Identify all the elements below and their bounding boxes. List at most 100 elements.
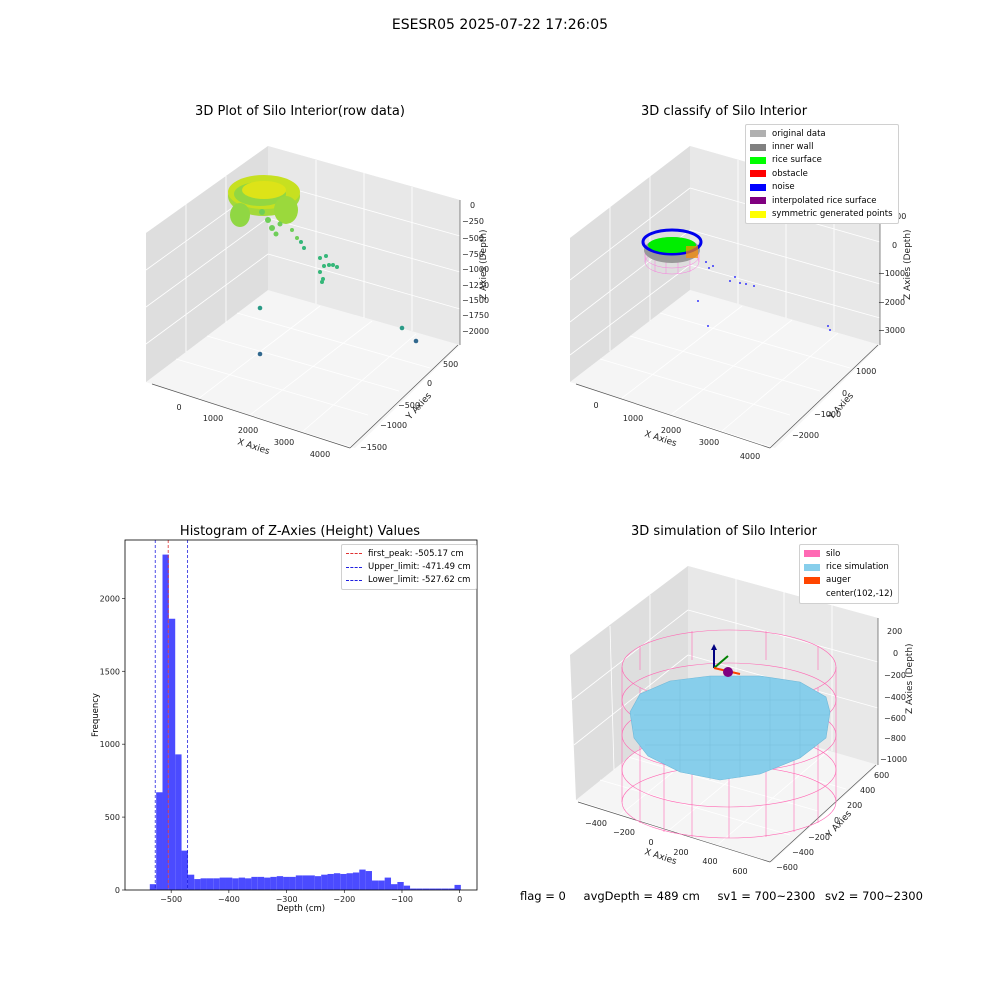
plot4-xtick: 400 (702, 857, 717, 866)
histogram-y-tick-label: 1500 (100, 667, 120, 676)
plot4-ytick: −600 (776, 863, 798, 872)
histogram-legend: first_peak: -505.17 cm Upper_limit: -471… (341, 544, 477, 591)
legend-label: obstacle (772, 168, 808, 179)
plot4-ylabel: Y Axies (824, 809, 854, 841)
histogram-xlabel: Depth (cm) (277, 904, 325, 914)
histogram-bar (448, 888, 455, 890)
histogram-x-tick-label: −500 (160, 895, 182, 904)
legend-label: first_peak: -505.17 cm (368, 548, 464, 559)
legend-label: original data (772, 128, 826, 139)
plot4-xtick: −400 (585, 819, 607, 828)
plot2-xtick: 2000 (661, 426, 681, 435)
histogram-bar (168, 618, 176, 890)
histogram-bar (435, 888, 442, 890)
plot1-xlabel: X Axies (236, 437, 271, 457)
legend-swatch (804, 563, 820, 571)
plot1-ytick: 500 (443, 360, 458, 369)
histogram-y-tick-label: 500 (105, 813, 120, 822)
legend-entry: obstacle (750, 167, 893, 180)
plot1-ztick: 0 (470, 201, 475, 210)
plot4-ztick: −600 (884, 714, 906, 723)
plot1-ztick: −500 (462, 234, 484, 243)
plot1-ytick: 0 (427, 379, 432, 388)
histogram-bar (232, 878, 239, 890)
plot2-ztick: −3000 (878, 326, 905, 335)
histogram-bar (270, 876, 277, 891)
plot1-ytick: −1500 (360, 443, 387, 452)
histogram-bar (321, 874, 328, 890)
plot4-legend: silo rice simulation auger center(102,-1… (799, 544, 899, 604)
plot2-ytick: −1000 (814, 410, 841, 419)
histogram-bar (333, 873, 341, 890)
plot1-ztick: −1250 (462, 281, 489, 290)
plot1-ztick: −1750 (462, 311, 489, 320)
legend-label: Lower_limit: -527.62 cm (368, 575, 471, 586)
histogram-x-tick-label: −300 (276, 895, 298, 904)
legend-label: interpolated rice surface (772, 195, 877, 206)
histogram-bar (391, 884, 398, 890)
histogram-bar (346, 873, 353, 890)
legend-entry: inner wall (750, 140, 893, 153)
histogram-bar (264, 877, 271, 890)
plot4-ztick: −400 (884, 693, 906, 702)
histogram-bar (200, 878, 207, 890)
histogram-bar (187, 874, 195, 890)
plot4-xtick: 0 (648, 838, 653, 847)
histogram-bar (289, 876, 296, 891)
histogram-ylabel: Frequency (91, 693, 101, 737)
plot1-ytick: −500 (398, 401, 420, 410)
plot2-legend: original data inner wall rice surface ob… (745, 124, 899, 224)
legend-entry: noise (750, 181, 893, 194)
histogram-bar (181, 850, 188, 891)
status-flag: flag = 0 (520, 889, 566, 903)
legend-label: rice surface (772, 155, 822, 166)
plot4-xtick: 200 (673, 848, 688, 857)
histogram-bar (175, 754, 182, 891)
plot2-zlabel: Z Axies (Depth) (903, 229, 913, 300)
plot4-title: 3D simulation of Silo Interior (631, 524, 817, 539)
plot2-ztick: −2000 (878, 298, 905, 307)
plot1-xtick: 1000 (203, 414, 223, 423)
plot2-xtick: 4000 (740, 452, 760, 461)
status-sv1: sv1 = 700~2300 (717, 889, 816, 903)
legend-swatch (750, 130, 766, 138)
histogram-bar (314, 876, 322, 890)
plot1-xtick: 2000 (238, 426, 258, 435)
legend-label: rice simulation (826, 562, 889, 573)
legend-entry: symmetric generated points (750, 207, 893, 220)
legend-entry: rice surface (750, 154, 893, 167)
histogram-bar (454, 884, 461, 890)
legend-entry: silo (804, 547, 893, 560)
histogram-bar (365, 871, 372, 890)
histogram-bar (384, 877, 392, 890)
histogram-y-tick-label: 2000 (100, 594, 120, 603)
status-avg-depth: avgDepth = 489 cm (583, 889, 700, 903)
histogram-bar (308, 875, 315, 890)
legend-label: inner wall (772, 142, 814, 153)
plot1-xtick: 0 (176, 403, 181, 412)
histogram-bar (295, 875, 303, 890)
histogram-x-tick-label: 0 (457, 895, 462, 904)
plot2-xtick: 0 (593, 401, 598, 410)
plot1-scatter (228, 175, 419, 357)
plot4-ztick: −200 (884, 671, 906, 680)
histogram-bar (245, 878, 252, 890)
plot2-ytick: −2000 (792, 431, 819, 440)
plot4-zlabel: Z Axies (Depth) (905, 643, 915, 714)
histogram-x-tick-label: −200 (333, 895, 355, 904)
histogram-bar (276, 876, 284, 890)
legend-swatch (750, 183, 766, 191)
legend-line (346, 566, 362, 568)
figure-title: ESESR05 2025-07-22 17:26:05 (391, 17, 609, 33)
legend-entry: Upper_limit: -471.49 cm (346, 560, 471, 573)
plot1-ztick: −250 (462, 217, 484, 226)
histogram-bar (352, 872, 360, 890)
plot1-ztick: −750 (462, 250, 484, 259)
histogram-bar (378, 880, 385, 890)
histogram-bar (359, 869, 366, 890)
legend-entry: first_peak: -505.17 cm (346, 547, 471, 560)
plot4-ztick: 0 (893, 649, 898, 658)
legend-swatch (750, 210, 766, 218)
legend-entry: interpolated rice surface (750, 194, 893, 207)
histogram-bar (149, 884, 157, 890)
